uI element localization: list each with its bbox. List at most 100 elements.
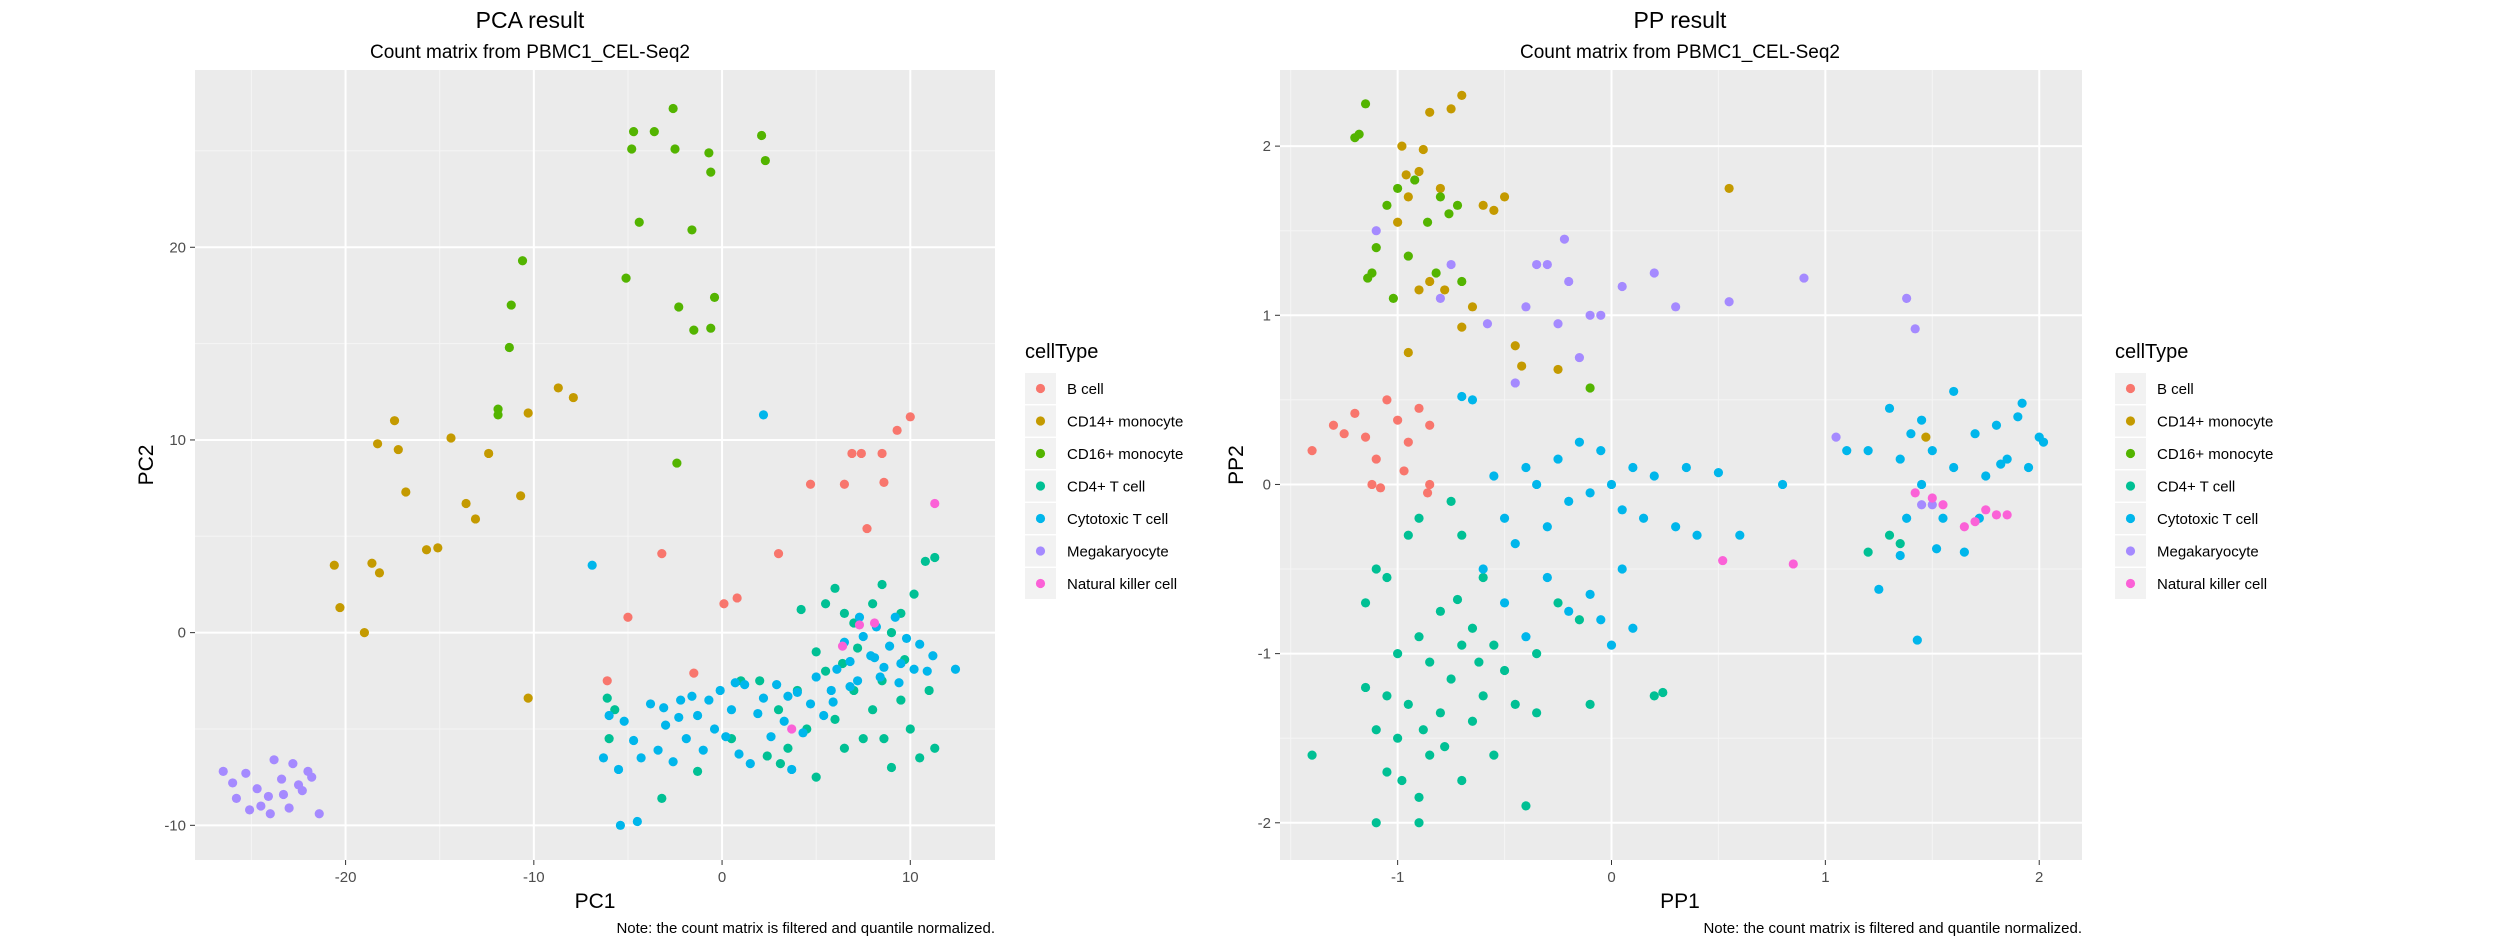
pca-point-cytotoxic-t-cell — [730, 678, 740, 688]
pp-point-cd4-t-cell — [1382, 572, 1392, 583]
pp-point-b-cell — [1360, 432, 1371, 442]
pp-point-megakaryocyte — [1596, 310, 1606, 320]
pp-point-cd4-t-cell — [1446, 674, 1456, 684]
pp-point-cd14-monocyte — [1414, 285, 1424, 295]
pp-point-cytotoxic-t-cell — [1596, 446, 1606, 456]
pp-point-b-cell — [1375, 483, 1386, 493]
pp-point-cytotoxic-t-cell — [1692, 530, 1702, 540]
pp-point-cd14-monocyte — [1724, 183, 1734, 194]
pp-point-cd4-t-cell — [1440, 742, 1450, 752]
pca-point-cd4-t-cell — [839, 743, 850, 753]
pca-point-natural-killer-cell — [854, 620, 865, 630]
pp-point-cd4-t-cell — [1403, 530, 1413, 540]
pp-point-cytotoxic-t-cell — [1949, 462, 1959, 473]
pca-point-cytotoxic-t-cell — [734, 749, 744, 759]
pca-point-megakaryocyte — [263, 791, 274, 802]
pca-point-cd4-t-cell — [896, 695, 906, 705]
pca-point-cytotoxic-t-cell — [628, 735, 639, 746]
pp-point-cytotoxic-t-cell — [1713, 468, 1724, 478]
pca-point-cytotoxic-t-cell — [845, 656, 855, 667]
pp-tick-labels: -1 0 1 2 -2 -1 0 1 2 — [1258, 138, 2044, 886]
pca-point-b-cell — [732, 593, 742, 603]
pp-y-tick-label: 2 — [1263, 138, 1271, 155]
pp-point-cytotoxic-t-cell — [1489, 471, 1499, 481]
pp-point-cd14-monocyte — [1425, 107, 1435, 117]
pca-point-cd16-monocyte — [756, 130, 767, 141]
pp-point-cytotoxic-t-cell — [1671, 522, 1681, 532]
pca-point-b-cell — [905, 412, 915, 422]
pca-point-cd4-t-cell — [930, 743, 940, 753]
pca-point-megakaryocyte — [241, 768, 251, 778]
pp-gridlines — [1280, 70, 2082, 860]
pp-point-cd4-t-cell — [1478, 691, 1488, 701]
pp-point-cytotoxic-t-cell — [1959, 547, 1969, 557]
pca-point-megakaryocyte — [297, 786, 307, 796]
pp-point-natural-killer-cell — [1991, 510, 2002, 520]
pp-note: Note: the count matrix is filtered and q… — [1703, 920, 2082, 937]
pp-point-megakaryocyte — [1482, 319, 1493, 329]
pca-point-cd16-monocyte — [627, 144, 637, 154]
pp-point-cd4-t-cell — [1382, 691, 1392, 701]
pp-point-cd4-t-cell — [1532, 649, 1542, 659]
pca-x-tick-label: 0 — [718, 869, 726, 886]
pp-point-megakaryocyte — [1902, 293, 1912, 303]
pca-point-cytotoxic-t-cell — [615, 820, 626, 830]
pp-point-natural-killer-cell — [1788, 559, 1798, 569]
pca-point-cd4-t-cell — [783, 743, 793, 753]
pp-point-megakaryocyte — [1510, 378, 1520, 388]
pp-point-cd4-t-cell — [1371, 564, 1381, 574]
pca-point-cd4-t-cell — [905, 724, 915, 734]
pca-point-cytotoxic-t-cell — [909, 664, 919, 674]
pp-y-tick-label: -2 — [1258, 815, 1271, 832]
pp-point-cd4-t-cell — [1371, 725, 1381, 735]
pp-point-cd14-monocyte — [1921, 432, 1931, 442]
pca-point-cd4-t-cell — [868, 705, 878, 715]
pp-point-cd4-t-cell — [1863, 547, 1873, 557]
pca-point-cytotoxic-t-cell — [660, 720, 671, 730]
pca-point-b-cell — [689, 668, 699, 678]
pca-point-cd14-monocyte — [484, 448, 494, 459]
pca-point-cytotoxic-t-cell — [704, 695, 714, 705]
pp-point-cd14-monocyte — [1440, 285, 1450, 295]
pca-point-cytotoxic-t-cell — [698, 745, 708, 755]
pp-point-cd4-t-cell — [1489, 640, 1499, 650]
pca-point-cytotoxic-t-cell — [726, 705, 737, 715]
pca-point-cd16-monocyte — [689, 325, 699, 335]
pp-point-cytotoxic-t-cell — [1585, 488, 1595, 498]
pp-legend-label-megakaryocyte: Megakaryocyte — [2157, 544, 2259, 561]
pca-point-cd4-t-cell — [915, 753, 925, 763]
pp-point-natural-killer-cell — [1959, 522, 1969, 532]
pca-point-cytotoxic-t-cell — [676, 695, 686, 705]
pp-point-megakaryocyte — [1435, 293, 1445, 303]
pca-point-cd16-monocyte — [709, 292, 720, 302]
pp-point-megakaryocyte — [1671, 302, 1681, 312]
pp-point-b-cell — [1422, 488, 1433, 498]
pca-point-b-cell — [847, 448, 857, 459]
pca-point-cytotoxic-t-cell — [950, 664, 961, 674]
pp-point-cytotoxic-t-cell — [1638, 513, 1649, 523]
pp-point-cytotoxic-t-cell — [1884, 403, 1895, 413]
pp-legend-dot-cd16-monocyte — [2125, 448, 2136, 459]
pp-point-cd4-t-cell — [1360, 682, 1371, 693]
pca-point-cytotoxic-t-cell — [787, 764, 797, 775]
pp-x-tick-label: 2 — [2035, 869, 2043, 886]
pp-point-cd4-t-cell — [1499, 665, 1510, 676]
pca-point-cytotoxic-t-cell — [668, 757, 678, 767]
pca-legend-dot-cd14-monocyte — [1035, 416, 1046, 426]
pca-point-b-cell — [892, 425, 902, 435]
pp-point-megakaryocyte — [1831, 432, 1841, 442]
pp-point-cd4-t-cell — [1457, 775, 1467, 786]
pca-point-natural-killer-cell — [869, 618, 880, 628]
pca-point-b-cell — [719, 599, 729, 609]
pp-point-megakaryocyte — [1542, 259, 1552, 270]
pp-point-cd4-t-cell — [1510, 699, 1520, 709]
pp-point-cytotoxic-t-cell — [1874, 584, 1884, 594]
pca-point-cd4-t-cell — [858, 734, 868, 744]
pca-point-cytotoxic-t-cell — [845, 681, 855, 692]
pca-legend-dot-natural-killer-cell — [1035, 578, 1046, 589]
pp-point-cd14-monocyte — [1457, 322, 1467, 332]
pp-point-cd4-t-cell — [1489, 750, 1499, 760]
pca-point-megakaryocyte — [265, 809, 275, 819]
pca-point-cd16-monocyte — [504, 342, 514, 353]
